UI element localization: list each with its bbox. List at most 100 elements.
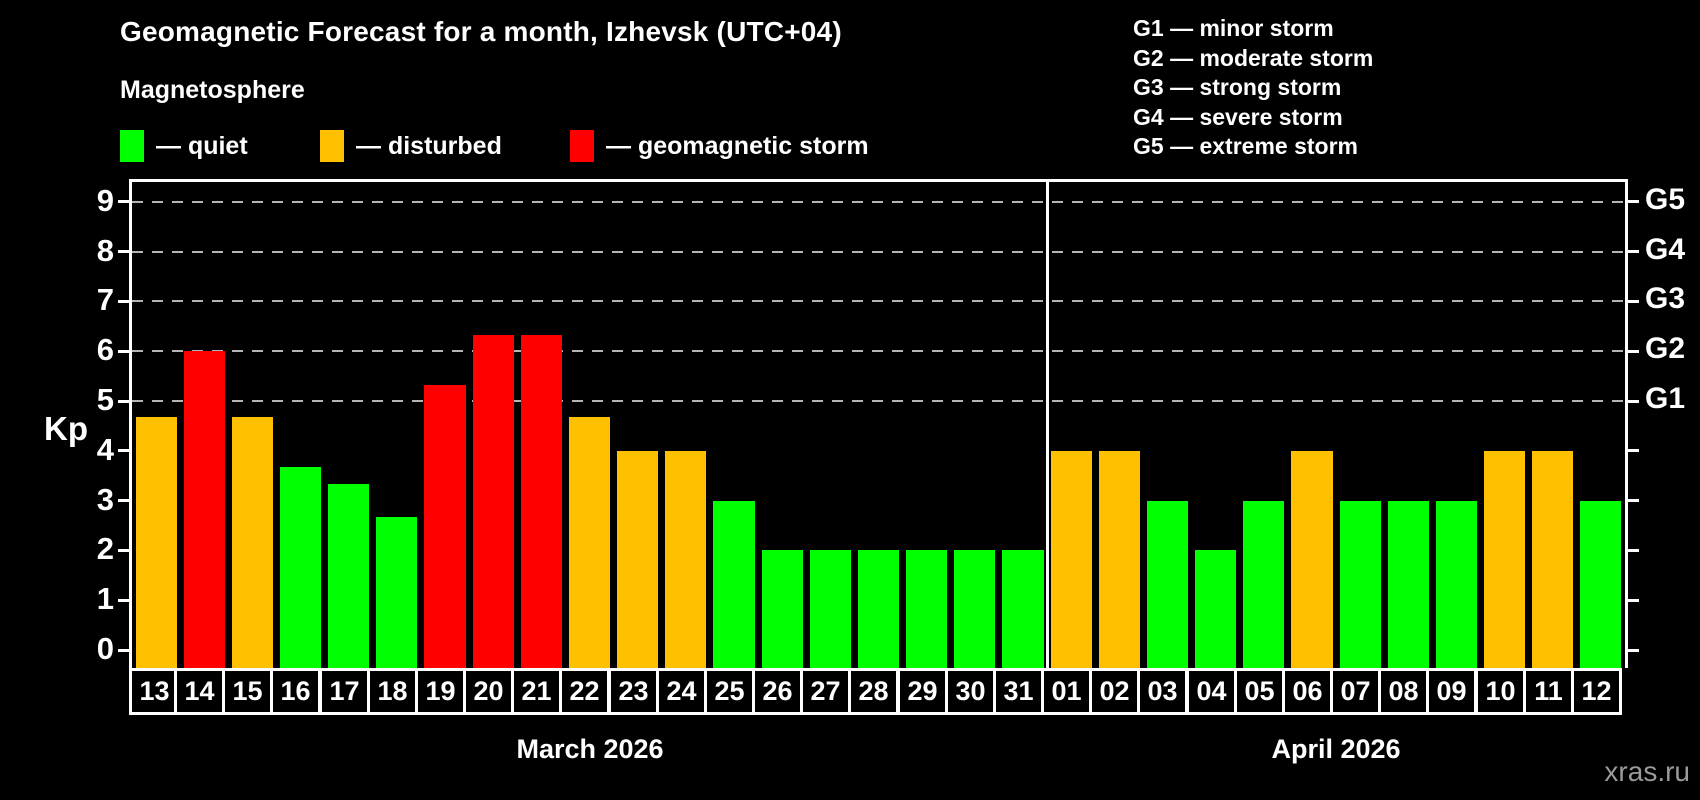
grid-line [132,400,1625,402]
y-tick-label: 3 [96,481,114,517]
day-cell: 25 [704,668,755,715]
bar [231,417,273,668]
right-axis-tick [1625,449,1639,453]
left-axis-tick [118,200,132,204]
bar [1532,450,1574,668]
bar [857,550,900,668]
legend-item-label: — quiet [156,131,248,160]
quiet-color-swatch [120,130,144,162]
y-tick-label: 7 [96,282,114,318]
day-cell: 04 [1186,668,1237,715]
y-tick-label: 1 [96,581,114,617]
y-tick-label: 2 [96,531,114,567]
g-tick-label: G1 [1645,382,1686,415]
y-tick-label: 9 [96,182,114,218]
g-legend-line-g2: G2 — moderate storm [1133,44,1374,71]
bar [520,334,562,668]
grid-line [132,250,1625,253]
g-legend-line-g4: G4 — severe storm [1133,103,1343,130]
day-cell: 08 [1378,668,1429,715]
bar [665,450,707,668]
bar [809,550,851,668]
day-cell: 27 [800,668,851,715]
day-cell: 03 [1137,668,1188,715]
y-tick-label: 0 [96,631,114,666]
bar [1484,450,1526,668]
bar [1195,550,1237,668]
g-tick-label: G2 [1645,332,1686,366]
grid-line [132,350,1625,353]
g-legend-line-g5: G5 — extreme storm [1133,133,1358,159]
day-cell: 21 [511,668,562,715]
day-cell: 22 [559,668,610,715]
right-axis-tick [1625,299,1639,303]
storm-color-swatch [570,130,594,162]
plot-area [129,179,1628,668]
grid-line [132,300,1625,303]
bar [1243,500,1285,668]
legend-item-quiet: — quiet [120,130,248,162]
right-axis-tick [1625,250,1639,254]
right-axis-tick [1625,499,1639,503]
day-cell: 18 [367,668,418,715]
bar [906,550,948,668]
month-divider [1045,182,1049,668]
bar [954,550,996,668]
left-axis-tick [118,349,132,353]
day-cell: 15 [222,668,273,715]
left-axis-tick [118,399,132,403]
day-cell: 13 [129,668,180,715]
left-axis-tick [118,648,132,652]
bar [713,500,755,668]
right-axis-tick [1625,598,1639,602]
legend-item-label: — disturbed [356,131,502,160]
g-tick-label: G4 [1645,232,1686,266]
bar [568,417,611,668]
day-cell: 19 [415,668,466,715]
bar [1098,450,1140,668]
y-tick-label: 8 [96,232,114,268]
kp-axis-label: Kp [44,410,88,447]
g-legend-line-g1: G1 — minor storm [1133,15,1334,41]
left-axis-tick [118,499,132,503]
left-axis-tick [118,548,132,552]
day-cell: 29 [897,668,948,715]
day-cell: 02 [1089,668,1140,715]
day-cell: 16 [270,668,321,715]
day-cell: 31 [993,668,1044,715]
day-cell: 10 [1475,668,1526,715]
legend-item-disturbed: — disturbed [320,130,502,162]
bar [1435,500,1477,668]
day-cell: 26 [752,668,803,715]
left-axis-tick [118,598,132,602]
bar [617,450,659,668]
right-axis-tick [1625,399,1639,403]
day-cell: 06 [1282,668,1333,715]
watermark: xras.ru [1604,756,1690,787]
legend-heading: Magnetosphere [120,76,305,104]
bar [135,417,177,668]
y-tick-label: 6 [96,332,114,368]
disturbed-color-swatch [320,130,344,162]
grid-line [132,200,1625,203]
day-cell: 28 [848,668,899,715]
day-cell: 05 [1234,668,1285,715]
day-cell: 23 [608,668,659,715]
right-axis-tick [1625,548,1639,552]
day-cell: 12 [1571,668,1622,715]
y-tick-label: 5 [96,382,114,417]
bar [1146,500,1189,668]
bar [424,384,466,668]
bar [328,484,370,668]
bar [472,334,514,668]
day-cell: 11 [1523,668,1574,715]
day-cell: 20 [463,668,514,715]
y-tick-label: 4 [96,431,114,467]
month-label-march: March 2026 [516,734,664,764]
left-axis-tick [118,299,132,303]
bar [1291,450,1333,668]
bar [1580,500,1622,668]
legend-item-label: — geomagnetic storm [606,131,869,160]
day-cell: 30 [945,668,996,715]
